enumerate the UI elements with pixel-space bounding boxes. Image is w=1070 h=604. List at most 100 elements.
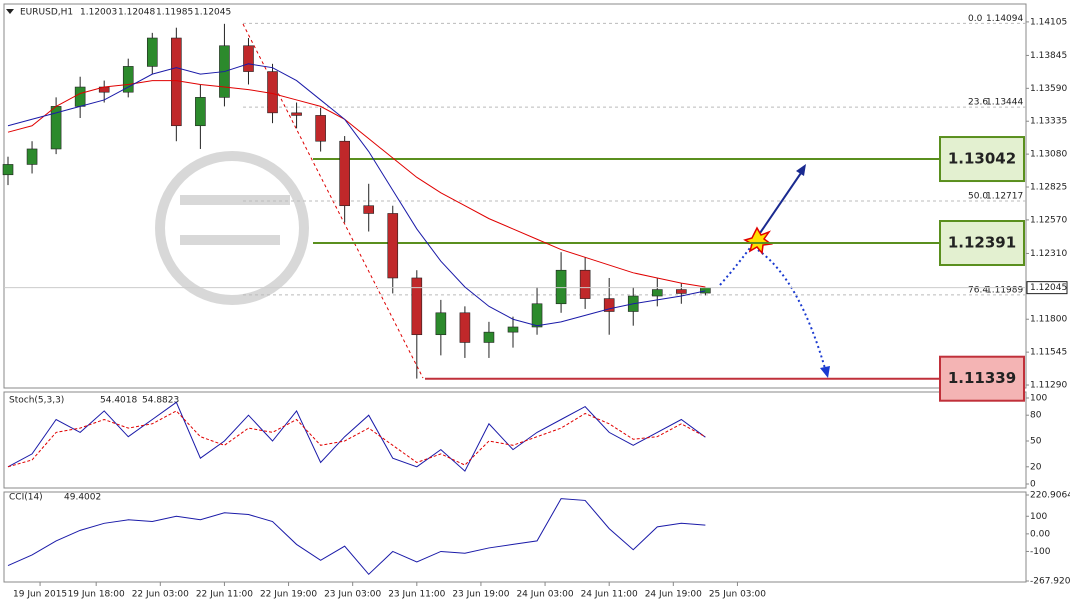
candle-body — [555, 269, 567, 305]
indicator-value: 49.4002 — [64, 493, 101, 503]
indicator-value: 54.4018 — [100, 396, 137, 406]
ohlc-value: 1.12003 — [80, 8, 117, 18]
candle-body — [243, 45, 254, 72]
candle-body — [363, 205, 375, 214]
candle-body — [483, 331, 495, 343]
candle-body — [387, 213, 399, 279]
candle-body — [122, 66, 134, 93]
candle-body — [195, 97, 206, 127]
candle-body — [531, 303, 543, 328]
cci-panel — [3, 491, 1027, 583]
candle-body — [315, 115, 326, 142]
level-box: 1.13042 — [939, 136, 1025, 183]
main-panel — [3, 3, 1027, 389]
y-tick-label: 20 — [1030, 462, 1042, 472]
y-tick-label: 1.12825 — [1030, 183, 1067, 193]
main-title: EURUSD,H1 — [20, 8, 73, 18]
level-box-rect — [939, 220, 1025, 267]
x-tick-label: 23 Jun 03:00 — [324, 590, 381, 600]
x-tick-label: 24 Jun 11:00 — [581, 590, 638, 600]
candle-body — [700, 287, 711, 294]
series-line — [7, 498, 706, 576]
y-tick-label: 1.14105 — [1030, 17, 1067, 27]
candle-body — [339, 140, 350, 207]
candle-body — [146, 37, 158, 67]
candle-body — [651, 289, 663, 297]
x-tick-label: 22 Jun 11:00 — [196, 590, 253, 600]
candle-body — [459, 312, 471, 343]
y-tick-label: 100 — [1030, 394, 1047, 404]
scenario-arrows — [719, 164, 830, 378]
candle-body — [603, 298, 615, 312]
ohlc-value: 1.12048 — [118, 8, 155, 18]
x-tick-label: 23 Jun 19:00 — [452, 590, 509, 600]
y-tick-label: 0.00 — [1030, 529, 1050, 539]
level-label: 1.12391 — [948, 234, 1016, 252]
y-tick-label: -100 — [1030, 547, 1051, 557]
y-tick-label: 1.12570 — [1030, 215, 1067, 225]
y-tick-label: 1.12310 — [1030, 249, 1067, 259]
indicator-value: 54.8823 — [142, 396, 179, 406]
y-tick-label: 220.9064 — [1030, 491, 1070, 501]
x-tick-label: 23 Jun 11:00 — [388, 590, 445, 600]
level-label: 1.13042 — [948, 150, 1016, 168]
level-box-rect — [939, 355, 1025, 402]
y-tick-label: 1.13335 — [1030, 117, 1067, 127]
candle-body — [579, 269, 591, 299]
x-tick-label: 19 Jun 18:00 — [68, 590, 125, 600]
candle-body — [26, 148, 38, 165]
fib-price: 1.13444 — [986, 98, 1023, 108]
y-tick-label: -267.9206 — [1030, 577, 1070, 587]
series-line — [7, 80, 706, 288]
stoch-panel — [3, 391, 1027, 489]
level-box: 1.11339 — [939, 355, 1025, 402]
ohlc-value: 1.12045 — [194, 8, 231, 18]
x-tick-label: 24 Jun 19:00 — [645, 590, 702, 600]
candle-body — [267, 71, 278, 114]
candle-body — [411, 277, 423, 336]
series-line — [7, 63, 706, 327]
y-tick-label: 1.13080 — [1030, 150, 1067, 160]
watermark — [155, 151, 309, 305]
x-tick-label: 22 Jun 19:00 — [260, 590, 317, 600]
candle-body — [507, 326, 519, 333]
fib-level: 0.0 — [968, 14, 983, 24]
fib-level: 23.6 — [968, 98, 988, 108]
current-price-box — [1026, 281, 1068, 295]
y-tick-label: 50 — [1030, 437, 1042, 447]
level-box: 1.12391 — [939, 220, 1025, 267]
series-line — [7, 410, 706, 468]
current-price-label: 1.12045 — [1030, 283, 1067, 293]
fib-price: 1.12717 — [986, 191, 1023, 201]
y-tick-label: 80 — [1030, 411, 1042, 421]
x-tick-label: 19 Jun 2015 — [13, 590, 67, 600]
x-tick-label: 24 Jun 03:00 — [516, 590, 573, 600]
level-box-rect — [939, 136, 1025, 183]
candle-body — [171, 37, 182, 127]
candle-body — [2, 164, 14, 176]
y-tick-label: 1.11545 — [1030, 348, 1067, 358]
series-line — [7, 401, 706, 472]
candle-body — [435, 312, 447, 336]
y-tick-label: 1.11290 — [1030, 381, 1067, 391]
y-tick-label: 1.11800 — [1030, 315, 1067, 325]
y-tick-label: 1.13590 — [1030, 84, 1067, 94]
x-tick-label: 22 Jun 03:00 — [132, 590, 189, 600]
level-label: 1.11339 — [948, 369, 1016, 387]
indicator-title: CCI(14) — [9, 493, 43, 503]
candle-body — [74, 86, 86, 107]
x-tick-label: 25 Jun 03:00 — [709, 590, 766, 600]
fib-level: 50.0 — [968, 191, 988, 201]
candle-body — [676, 289, 687, 294]
candle-body — [291, 112, 302, 116]
menu-arrow — [6, 9, 14, 14]
y-tick-label: 100 — [1030, 512, 1047, 522]
fib-price: 1.11989 — [986, 285, 1023, 295]
fib-level: 76.4 — [968, 285, 988, 295]
ohlc-value: 1.11985 — [156, 8, 193, 18]
y-tick-label: 1.13845 — [1030, 51, 1067, 61]
indicator-title: Stoch(5,3,3) — [9, 396, 64, 406]
